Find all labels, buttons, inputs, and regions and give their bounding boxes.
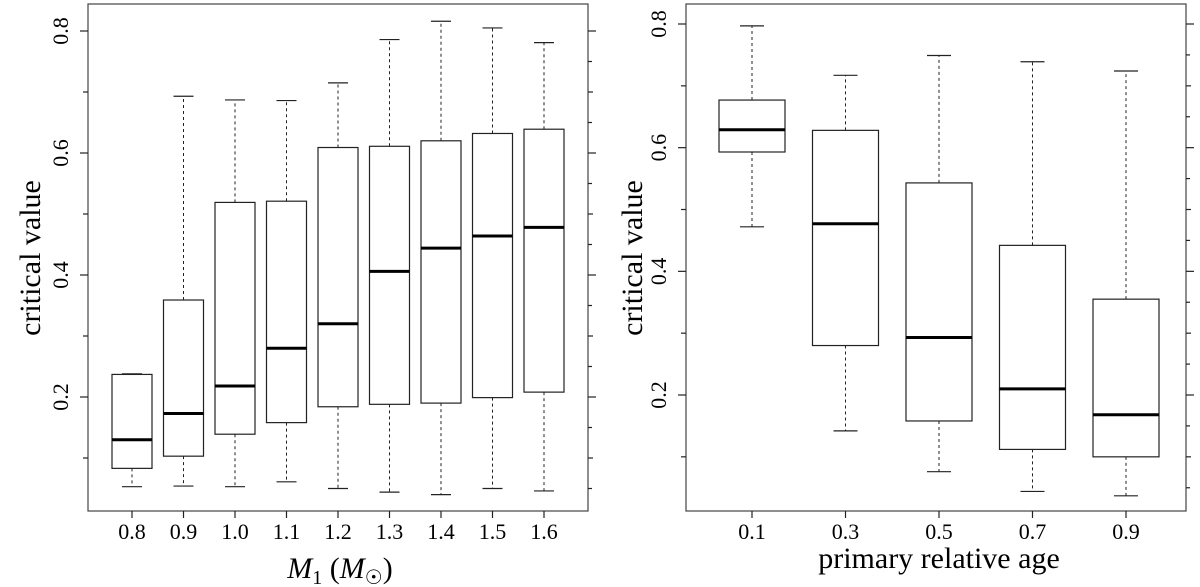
iqr-box xyxy=(162,299,205,457)
left-box-4 xyxy=(265,99,308,483)
right-x-tick-label: 0.7 xyxy=(1019,519,1047,544)
left-x-tick-label: 1.6 xyxy=(530,519,558,544)
right-y-ticks: 0.2 0.4 0.6 0.8 xyxy=(646,10,1194,489)
iqr-box xyxy=(471,132,514,399)
right-box-4 xyxy=(998,61,1067,493)
right-boxes xyxy=(718,25,1160,497)
right-panel: 0.2 0.4 0.6 0.8 0.1 0.3 0.5 0.7 0.9 critical va… xyxy=(616,3,1194,575)
left-x-ticks: 0.8 0.9 1.0 1.1 1.2 1.3 1.4 1.5 1.6 xyxy=(118,511,558,544)
right-x-ticks: 0.1 0.3 0.5 0.7 0.9 xyxy=(738,511,1140,544)
right-x-tick-label: 0.3 xyxy=(832,519,860,544)
iqr-box xyxy=(523,128,565,393)
left-box-8 xyxy=(471,27,514,490)
right-box-2 xyxy=(811,74,880,432)
left-y-ticks: 0.2 0.4 0.6 0.8 xyxy=(48,17,596,490)
iqr-box xyxy=(718,99,786,153)
left-x-tick-label: 1.2 xyxy=(324,519,352,544)
right-y-axis-title: critical value xyxy=(616,180,649,336)
left-boxes xyxy=(111,20,565,496)
left-x-tick-label: 0.8 xyxy=(118,519,146,544)
left-x-tick-label: 1.3 xyxy=(376,519,404,544)
iqr-box xyxy=(111,373,153,469)
iqr-box xyxy=(420,140,462,404)
left-box-7 xyxy=(420,20,462,496)
iqr-box xyxy=(317,146,359,408)
left-box-1 xyxy=(111,373,153,488)
right-box-5 xyxy=(1092,70,1160,497)
left-box-5 xyxy=(317,82,359,490)
iqr-box xyxy=(1092,298,1160,458)
iqr-box xyxy=(905,182,973,422)
iqr-box xyxy=(265,200,308,424)
right-y-tick-label: 0.4 xyxy=(646,258,671,286)
right-box-3 xyxy=(905,54,973,473)
left-box-6 xyxy=(368,38,411,493)
left-x-tick-label: 0.9 xyxy=(170,519,198,544)
iqr-box xyxy=(998,244,1067,451)
right-y-tick-label: 0.8 xyxy=(646,10,671,38)
left-x-axis-title: M1 (M☉) xyxy=(286,552,392,587)
left-x-tick-label: 1.4 xyxy=(427,519,455,544)
iqr-box xyxy=(368,145,411,405)
left-x-tick-label: 1.5 xyxy=(479,519,507,544)
left-x-tick-label: 1.0 xyxy=(221,519,249,544)
left-y-tick-label: 0.2 xyxy=(48,383,73,411)
right-x-tick-label: 0.5 xyxy=(925,519,953,544)
left-box-2 xyxy=(162,95,205,487)
right-plot-frame xyxy=(685,3,1187,512)
right-box-1 xyxy=(718,25,786,228)
right-y-tick-label: 0.6 xyxy=(646,134,671,162)
right-x-axis-title: primary relative age xyxy=(818,542,1060,575)
left-x-tick-label: 1.1 xyxy=(273,519,301,544)
right-x-tick-label: 0.1 xyxy=(738,519,766,544)
right-x-tick-label: 0.9 xyxy=(1112,519,1140,544)
iqr-box xyxy=(811,129,880,347)
right-y-tick-label: 0.2 xyxy=(646,381,671,409)
left-y-axis-title: critical value xyxy=(14,180,47,336)
left-y-tick-label: 0.8 xyxy=(48,17,73,45)
left-y-tick-label: 0.4 xyxy=(48,261,73,289)
iqr-box xyxy=(214,201,256,435)
left-box-9 xyxy=(523,41,565,492)
left-panel: 0.2 0.4 0.6 0.8 0.8 0.9 1.0 1.1 1.2 1.3 1.4 1.5 1.6… xyxy=(14,3,596,587)
left-y-tick-label: 0.6 xyxy=(48,139,73,167)
left-box-3 xyxy=(214,99,256,488)
